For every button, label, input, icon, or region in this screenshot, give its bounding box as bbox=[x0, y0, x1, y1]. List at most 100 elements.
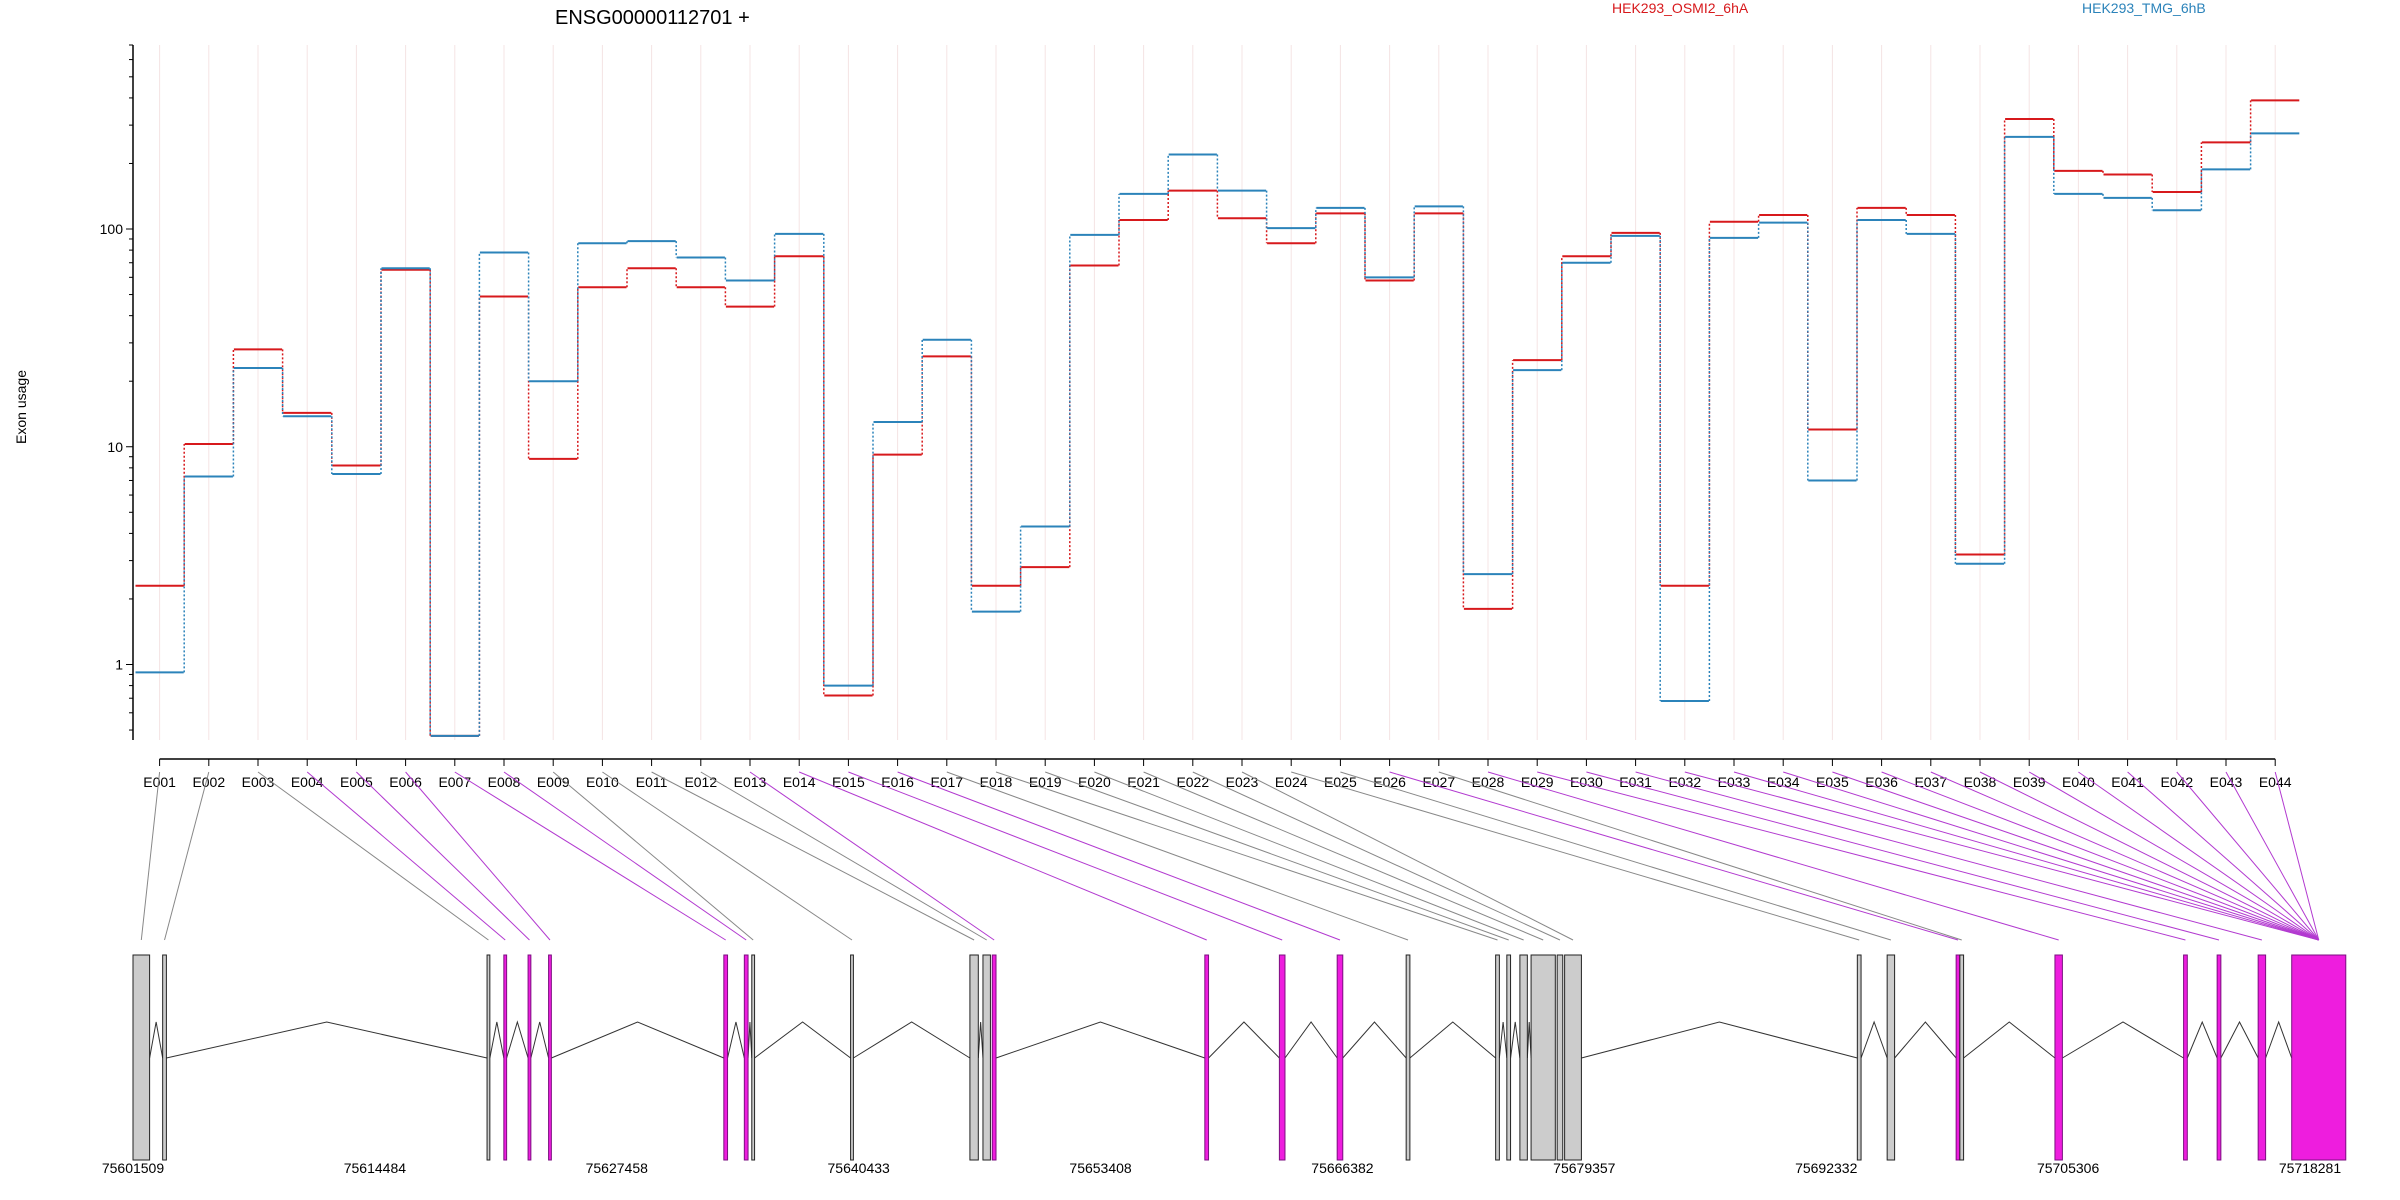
intron-line bbox=[1284, 1021, 1338, 1059]
x-tick-label: E011 bbox=[636, 774, 668, 790]
x-tick-label: E023 bbox=[1226, 774, 1259, 790]
exon-box bbox=[1856, 954, 1862, 1161]
exon-connector-E024 bbox=[1291, 771, 1860, 941]
x-tick-label: E020 bbox=[1078, 774, 1111, 790]
exon-connector-E018 bbox=[995, 771, 1498, 941]
x-tick-label: E003 bbox=[242, 774, 275, 790]
genomic-coordinate-label: 75640433 bbox=[828, 1160, 891, 1176]
intron-line bbox=[2265, 1020, 2293, 1059]
x-tick-label: E013 bbox=[734, 774, 767, 790]
exon-connector-E011 bbox=[651, 771, 975, 941]
exon-connector-E033 bbox=[1733, 771, 2319, 941]
exon-box bbox=[969, 954, 979, 1161]
intron-line bbox=[727, 1021, 745, 1059]
exon-connector-E019 bbox=[1045, 771, 1509, 941]
exon-box-highlighted bbox=[2216, 954, 2222, 1161]
intron-line bbox=[166, 1021, 488, 1059]
intron-line bbox=[506, 1020, 529, 1059]
x-tick-label: E004 bbox=[291, 774, 324, 790]
exon-box-highlighted bbox=[723, 954, 729, 1161]
x-tick-label: E028 bbox=[1472, 774, 1505, 790]
exon-connector-E012 bbox=[700, 771, 987, 941]
intron-line bbox=[1342, 1021, 1407, 1059]
exon-box-highlighted bbox=[1955, 954, 1961, 1161]
x-tick-label: E030 bbox=[1570, 774, 1603, 790]
exon-box-highlighted bbox=[2054, 954, 2063, 1161]
x-tick-label: E029 bbox=[1521, 774, 1554, 790]
y-tick-label: 100 bbox=[100, 221, 124, 237]
legend-label-series-1: HEK293_OSMI2_6hA bbox=[1612, 0, 1749, 16]
exon-connector-E042 bbox=[2176, 771, 2320, 941]
x-tick-label: E040 bbox=[2062, 774, 2095, 790]
y-tick-label: 10 bbox=[107, 439, 123, 455]
exon-box bbox=[132, 954, 151, 1161]
exon-connector-E020 bbox=[1094, 771, 1524, 941]
exon-box bbox=[850, 954, 854, 1161]
exon-connector-E035 bbox=[1832, 771, 2319, 941]
x-tick-label: E037 bbox=[1914, 774, 1947, 790]
exon-box-highlighted bbox=[548, 954, 552, 1161]
exon-box bbox=[1506, 954, 1512, 1161]
exon-box bbox=[751, 954, 756, 1161]
exon-connector-E013 bbox=[749, 771, 995, 941]
exon-box bbox=[1495, 954, 1500, 1161]
x-tick-label: E005 bbox=[340, 774, 373, 790]
exon-box bbox=[162, 954, 167, 1161]
intron-line bbox=[2186, 1020, 2218, 1059]
x-tick-label: E026 bbox=[1373, 774, 1406, 790]
exon-connector-E009 bbox=[552, 771, 754, 941]
exon-box bbox=[1519, 954, 1528, 1161]
intron-line bbox=[530, 1021, 550, 1059]
exon-connector-E027 bbox=[1438, 771, 1962, 941]
intron-line bbox=[1409, 1021, 1496, 1059]
exon-box-highlighted bbox=[2183, 954, 2188, 1161]
exon-connector-E006 bbox=[405, 771, 551, 941]
x-tick-label: E022 bbox=[1176, 774, 1209, 790]
exon-box bbox=[1886, 954, 1896, 1161]
exon-connector-E008 bbox=[503, 771, 747, 941]
exon-connector-E030 bbox=[1586, 771, 2220, 941]
x-tick-label: E033 bbox=[1718, 774, 1751, 790]
intron-line bbox=[489, 1021, 505, 1059]
y-tick-label: 1 bbox=[115, 656, 123, 672]
x-tick-label: E001 bbox=[143, 774, 176, 790]
exon-box-highlighted bbox=[527, 954, 532, 1161]
exon-box-highlighted bbox=[1336, 954, 1344, 1161]
plot-area: 1 10 100 E001 E002 E003 E004 E005 E006 E007 E008 E0… bbox=[100, 44, 2300, 790]
exon-box-highlighted bbox=[743, 954, 749, 1161]
exon-box-highlighted bbox=[2257, 954, 2267, 1161]
x-tick-label: E018 bbox=[980, 774, 1013, 790]
exon-connector-E025 bbox=[1340, 771, 1892, 941]
intron-line bbox=[1860, 1020, 1888, 1059]
exon-connector-E043 bbox=[2225, 771, 2320, 941]
exon-box bbox=[1959, 954, 1965, 1161]
exon-connector-E036 bbox=[1881, 771, 2319, 941]
exon-box bbox=[982, 954, 991, 1161]
exon-connector-E023 bbox=[1241, 771, 1574, 941]
exon-connector-E031 bbox=[1635, 771, 2263, 941]
exon-box-highlighted bbox=[503, 954, 508, 1161]
exon-connector-E034 bbox=[1783, 771, 2319, 941]
exon-connector-E005 bbox=[356, 771, 530, 941]
exon-connector-E004 bbox=[306, 771, 506, 941]
x-tick-label: E039 bbox=[2013, 774, 2046, 790]
exon-box bbox=[1530, 954, 1556, 1161]
x-tick-label: E007 bbox=[438, 774, 471, 790]
exon-connector-E014 bbox=[799, 771, 1207, 941]
series-2 bbox=[135, 132, 2300, 737]
genomic-coordinate-label: 75666382 bbox=[1311, 1160, 1374, 1176]
exon-connector-E039 bbox=[2028, 771, 2319, 941]
genomic-coordinate-label: 75653408 bbox=[1069, 1160, 1132, 1176]
x-tick-label: E025 bbox=[1324, 774, 1357, 790]
x-tick-label: E012 bbox=[684, 774, 717, 790]
intron-line bbox=[1208, 1021, 1280, 1059]
x-tick-label: E034 bbox=[1767, 774, 1800, 790]
x-tick-label: E027 bbox=[1422, 774, 1455, 790]
x-tick-label: E014 bbox=[783, 774, 816, 790]
intron-line bbox=[2220, 1020, 2259, 1059]
exon-box bbox=[1556, 954, 1564, 1161]
exon-box bbox=[486, 954, 491, 1161]
exon-connector-E028 bbox=[1487, 771, 2059, 941]
genomic-coordinate-label: 75601509 bbox=[102, 1160, 165, 1176]
